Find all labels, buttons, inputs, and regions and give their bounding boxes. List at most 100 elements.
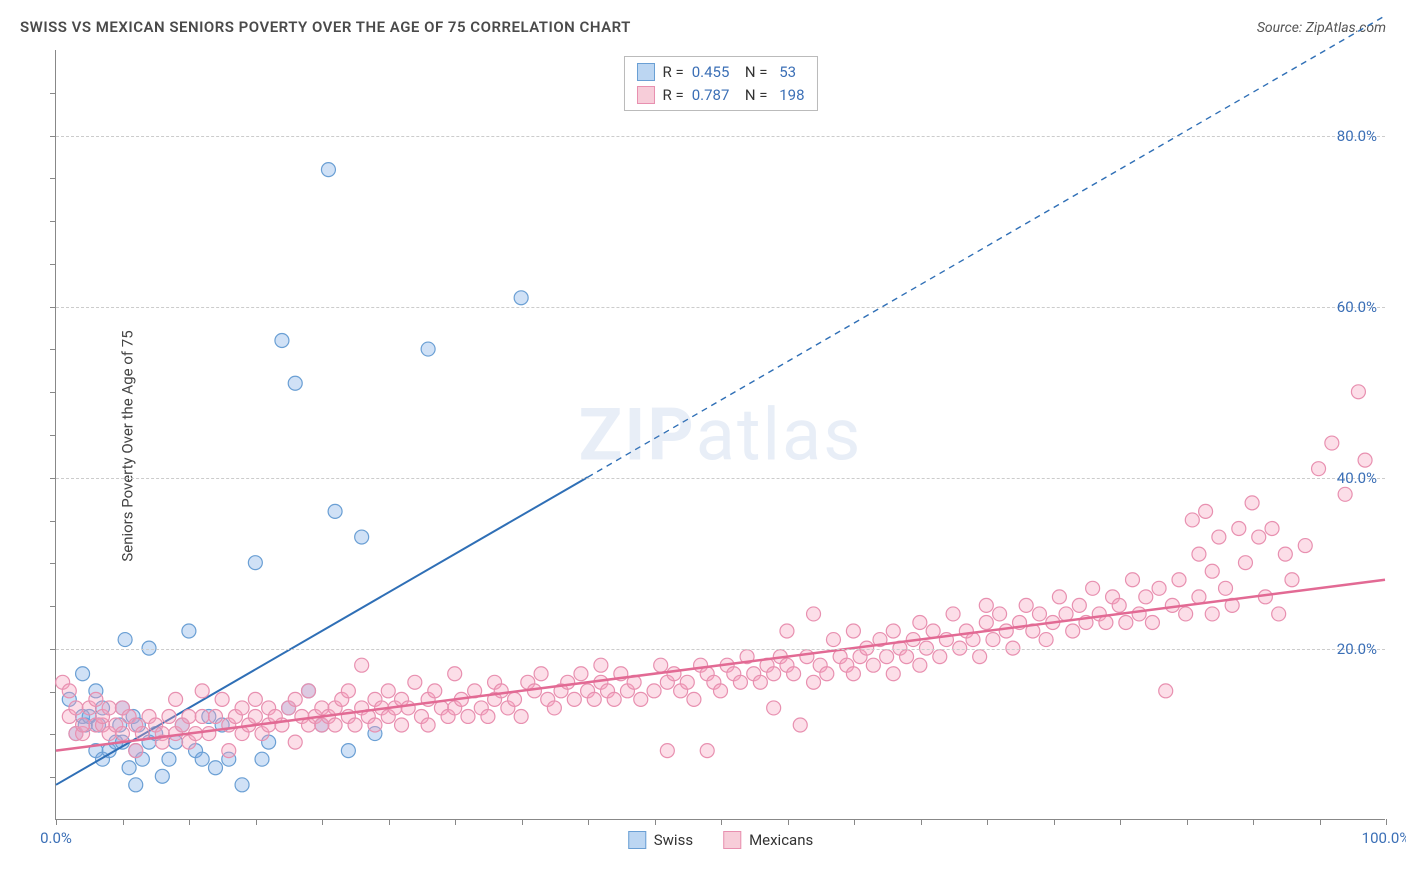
legend-bottom: SwissMexicans xyxy=(628,831,814,849)
scatter-point xyxy=(508,692,522,706)
scatter-point xyxy=(787,667,801,681)
scatter-point xyxy=(1072,598,1086,612)
scatter-point xyxy=(1278,547,1292,561)
y-tick xyxy=(50,521,56,522)
scatter-point xyxy=(461,709,475,723)
x-tick xyxy=(522,819,523,825)
x-tick xyxy=(588,819,589,825)
legend-r-label: R = xyxy=(662,61,683,84)
scatter-point xyxy=(115,727,129,741)
x-tick xyxy=(1120,819,1121,825)
scatter-point xyxy=(421,342,435,356)
legend-n-value: 198 xyxy=(775,84,804,107)
scatter-point xyxy=(118,633,132,647)
scatter-point xyxy=(328,504,342,518)
scatter-point xyxy=(733,675,747,689)
y-tick xyxy=(50,349,56,350)
scatter-point xyxy=(880,650,894,664)
scatter-point xyxy=(162,752,176,766)
legend-n-label: N = xyxy=(737,61,767,84)
x-tick xyxy=(987,819,988,825)
y-tick xyxy=(50,777,56,778)
x-tick xyxy=(854,819,855,825)
scatter-point xyxy=(1219,581,1233,595)
scatter-point xyxy=(913,658,927,672)
scatter-point xyxy=(155,769,169,783)
x-tick xyxy=(655,819,656,825)
legend-r-value: 0.455 xyxy=(692,61,730,84)
gridline xyxy=(56,649,1385,650)
y-tick xyxy=(50,392,56,393)
scatter-point xyxy=(1145,615,1159,629)
scatter-point xyxy=(886,624,900,638)
y-tick xyxy=(50,435,56,436)
scatter-point xyxy=(248,692,262,706)
scatter-point xyxy=(321,163,335,177)
scatter-point xyxy=(900,650,914,664)
x-tick-label: 100.0% xyxy=(1362,829,1406,847)
scatter-point xyxy=(1265,521,1279,535)
scatter-point xyxy=(1185,513,1199,527)
x-tick xyxy=(721,819,722,825)
legend-r-label: R = xyxy=(662,84,683,107)
scatter-point xyxy=(355,658,369,672)
scatter-point xyxy=(1252,530,1266,544)
scatter-point xyxy=(587,692,601,706)
scatter-point xyxy=(567,692,581,706)
y-tick xyxy=(50,649,56,650)
scatter-point xyxy=(647,684,661,698)
scatter-point xyxy=(408,675,422,689)
scatter-point xyxy=(182,624,196,638)
scatter-point xyxy=(341,684,355,698)
scatter-point xyxy=(1119,615,1133,629)
trend-line xyxy=(56,580,1385,751)
legend-item: Mexicans xyxy=(723,831,813,849)
scatter-point xyxy=(69,701,83,715)
scatter-point xyxy=(1245,496,1259,510)
x-tick xyxy=(256,819,257,825)
scatter-point xyxy=(248,556,262,570)
scatter-point xyxy=(1192,547,1206,561)
scatter-point xyxy=(341,744,355,758)
scatter-point xyxy=(169,692,183,706)
scatter-point xyxy=(973,650,987,664)
scatter-point xyxy=(1019,598,1033,612)
scatter-point xyxy=(574,667,588,681)
scatter-point xyxy=(1059,607,1073,621)
x-tick xyxy=(1386,819,1387,825)
legend-correlation-row: R = 0.455 N = 53 xyxy=(636,61,804,84)
scatter-point xyxy=(1285,573,1299,587)
scatter-point xyxy=(634,692,648,706)
scatter-point xyxy=(979,615,993,629)
legend-n-label: N = xyxy=(737,84,767,107)
scatter-point xyxy=(1232,521,1246,535)
scatter-point xyxy=(195,752,209,766)
x-tick xyxy=(123,819,124,825)
scatter-point xyxy=(846,667,860,681)
scatter-point xyxy=(275,334,289,348)
scatter-point xyxy=(1212,530,1226,544)
scatter-point xyxy=(328,718,342,732)
scatter-point xyxy=(288,376,302,390)
scatter-point xyxy=(1159,684,1173,698)
x-tick xyxy=(1187,819,1188,825)
scatter-point xyxy=(534,667,548,681)
scatter-point xyxy=(448,667,462,681)
x-tick xyxy=(389,819,390,825)
scatter-point xyxy=(607,692,621,706)
scatter-point xyxy=(195,709,209,723)
scatter-point xyxy=(76,667,90,681)
scatter-point xyxy=(680,675,694,689)
legend-label: Mexicans xyxy=(749,831,813,849)
scatter-point xyxy=(381,684,395,698)
scatter-point xyxy=(1032,607,1046,621)
scatter-point xyxy=(202,727,216,741)
trend-line xyxy=(56,477,588,785)
scatter-point xyxy=(1312,462,1326,476)
scatter-point xyxy=(654,658,668,672)
scatter-point xyxy=(195,684,209,698)
scatter-point xyxy=(102,701,116,715)
legend-swatch xyxy=(723,831,741,849)
scatter-point xyxy=(62,684,76,698)
y-tick-label: 40.0% xyxy=(1337,469,1377,487)
